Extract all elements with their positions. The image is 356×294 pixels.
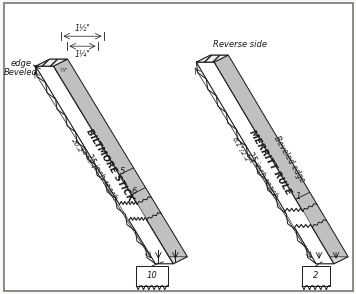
Text: edge: edge	[10, 59, 31, 68]
Polygon shape	[302, 266, 330, 286]
Text: 25 inch reach: 25 inch reach	[245, 150, 279, 200]
Polygon shape	[53, 59, 187, 264]
Polygon shape	[36, 59, 68, 66]
Text: 6.1"/2.2": 6.1"/2.2"	[231, 136, 252, 166]
Text: 25 inch reach: 25 inch reach	[84, 152, 119, 202]
Text: 1: 1	[296, 192, 302, 201]
Text: 1½": 1½"	[75, 24, 90, 33]
Text: MERRITT RULE: MERRITT RULE	[247, 129, 293, 197]
Polygon shape	[214, 55, 348, 264]
Text: BILTMORE STICK: BILTMORE STICK	[84, 127, 135, 203]
Text: 2: 2	[313, 271, 319, 280]
Text: 6: 6	[132, 187, 137, 196]
Text: Beveled: Beveled	[4, 68, 37, 77]
FancyBboxPatch shape	[4, 3, 353, 291]
Text: ½": ½"	[59, 68, 68, 73]
Text: 20.2": 20.2"	[70, 137, 85, 157]
Text: Reverse side: Reverse side	[213, 40, 267, 49]
Text: 1¼": 1¼"	[75, 50, 90, 59]
Polygon shape	[285, 211, 313, 228]
Polygon shape	[36, 66, 173, 264]
Polygon shape	[196, 55, 228, 62]
Text: 10: 10	[147, 271, 158, 280]
Polygon shape	[119, 205, 147, 220]
Text: 5: 5	[120, 167, 125, 176]
Text: Beveled edge: Beveled edge	[272, 135, 307, 184]
Text: 4.6"-5.4": 4.6"-5.4"	[78, 146, 97, 172]
Polygon shape	[136, 266, 168, 286]
Polygon shape	[49, 59, 187, 257]
Polygon shape	[210, 55, 348, 257]
Polygon shape	[196, 62, 334, 264]
